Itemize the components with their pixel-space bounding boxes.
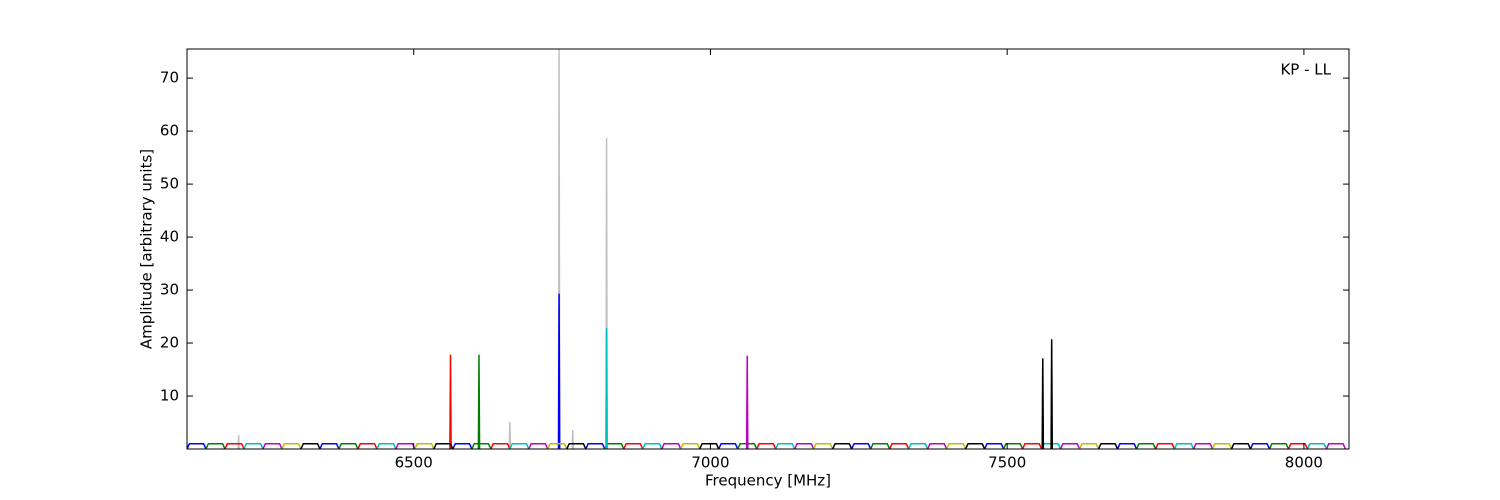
y-tick-label: 50 bbox=[160, 175, 179, 193]
spectrum-line bbox=[224, 354, 1309, 449]
x-tick-label: 8000 bbox=[1285, 454, 1323, 472]
x-axis-label: Frequency [MHz] bbox=[705, 472, 831, 490]
y-tick-label: 40 bbox=[160, 228, 179, 246]
spectrum-line bbox=[262, 355, 1347, 449]
x-tick-label: 7000 bbox=[691, 454, 729, 472]
annotation: KP - LL bbox=[1280, 61, 1331, 79]
y-tick-label: 70 bbox=[160, 69, 179, 87]
spectrum-line bbox=[300, 339, 1252, 449]
y-tick-label: 60 bbox=[160, 122, 179, 140]
plot-frame bbox=[186, 48, 1350, 450]
spectrum-line bbox=[243, 327, 1328, 449]
y-tick-label: 30 bbox=[160, 281, 179, 299]
y-tick-label: 20 bbox=[160, 334, 179, 352]
y-tick-label: 10 bbox=[160, 387, 179, 405]
plot-area bbox=[187, 49, 1347, 449]
x-tick-label: 6500 bbox=[395, 454, 433, 472]
y-axis-label: Amplitude [arbitrary units] bbox=[138, 149, 156, 349]
spectrum-line bbox=[187, 293, 1271, 449]
x-tick-label: 7500 bbox=[988, 454, 1026, 472]
spectrum-line bbox=[237, 49, 608, 449]
spectrum-line bbox=[281, 442, 1233, 449]
